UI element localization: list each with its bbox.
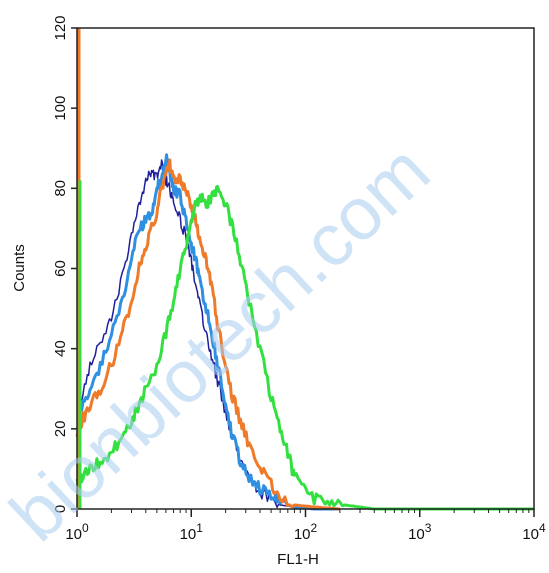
series-line-4: [75, 185, 534, 511]
x-tick-label: 103: [408, 521, 432, 543]
series-line-3: [75, 158, 341, 511]
y-tick-label: 80: [52, 180, 69, 197]
y-tick-label: 0: [52, 505, 69, 513]
series-line-2: [76, 153, 340, 511]
y-axis: 0 20 40 60 80 100 120: [52, 15, 77, 513]
y-axis-title: Counts: [11, 244, 28, 292]
x-tick-label: 102: [294, 521, 318, 543]
plot-background: [77, 28, 534, 509]
x-tick-label: 101: [180, 521, 204, 543]
series-line-1: [76, 159, 340, 510]
x-axis-title: FL1-H: [277, 551, 319, 568]
x-axis: 100 101 102 103 104: [65, 509, 546, 543]
x-tick-label: 100: [65, 521, 89, 543]
y-tick-label: 40: [52, 340, 69, 357]
series-layer: [75, 28, 534, 511]
y-tick-label: 60: [52, 260, 69, 277]
x-tick-label: 104: [522, 521, 546, 543]
y-tick-label: 100: [52, 96, 69, 121]
y-tick-label: 120: [52, 15, 69, 40]
y-tick-label: 20: [52, 420, 69, 437]
